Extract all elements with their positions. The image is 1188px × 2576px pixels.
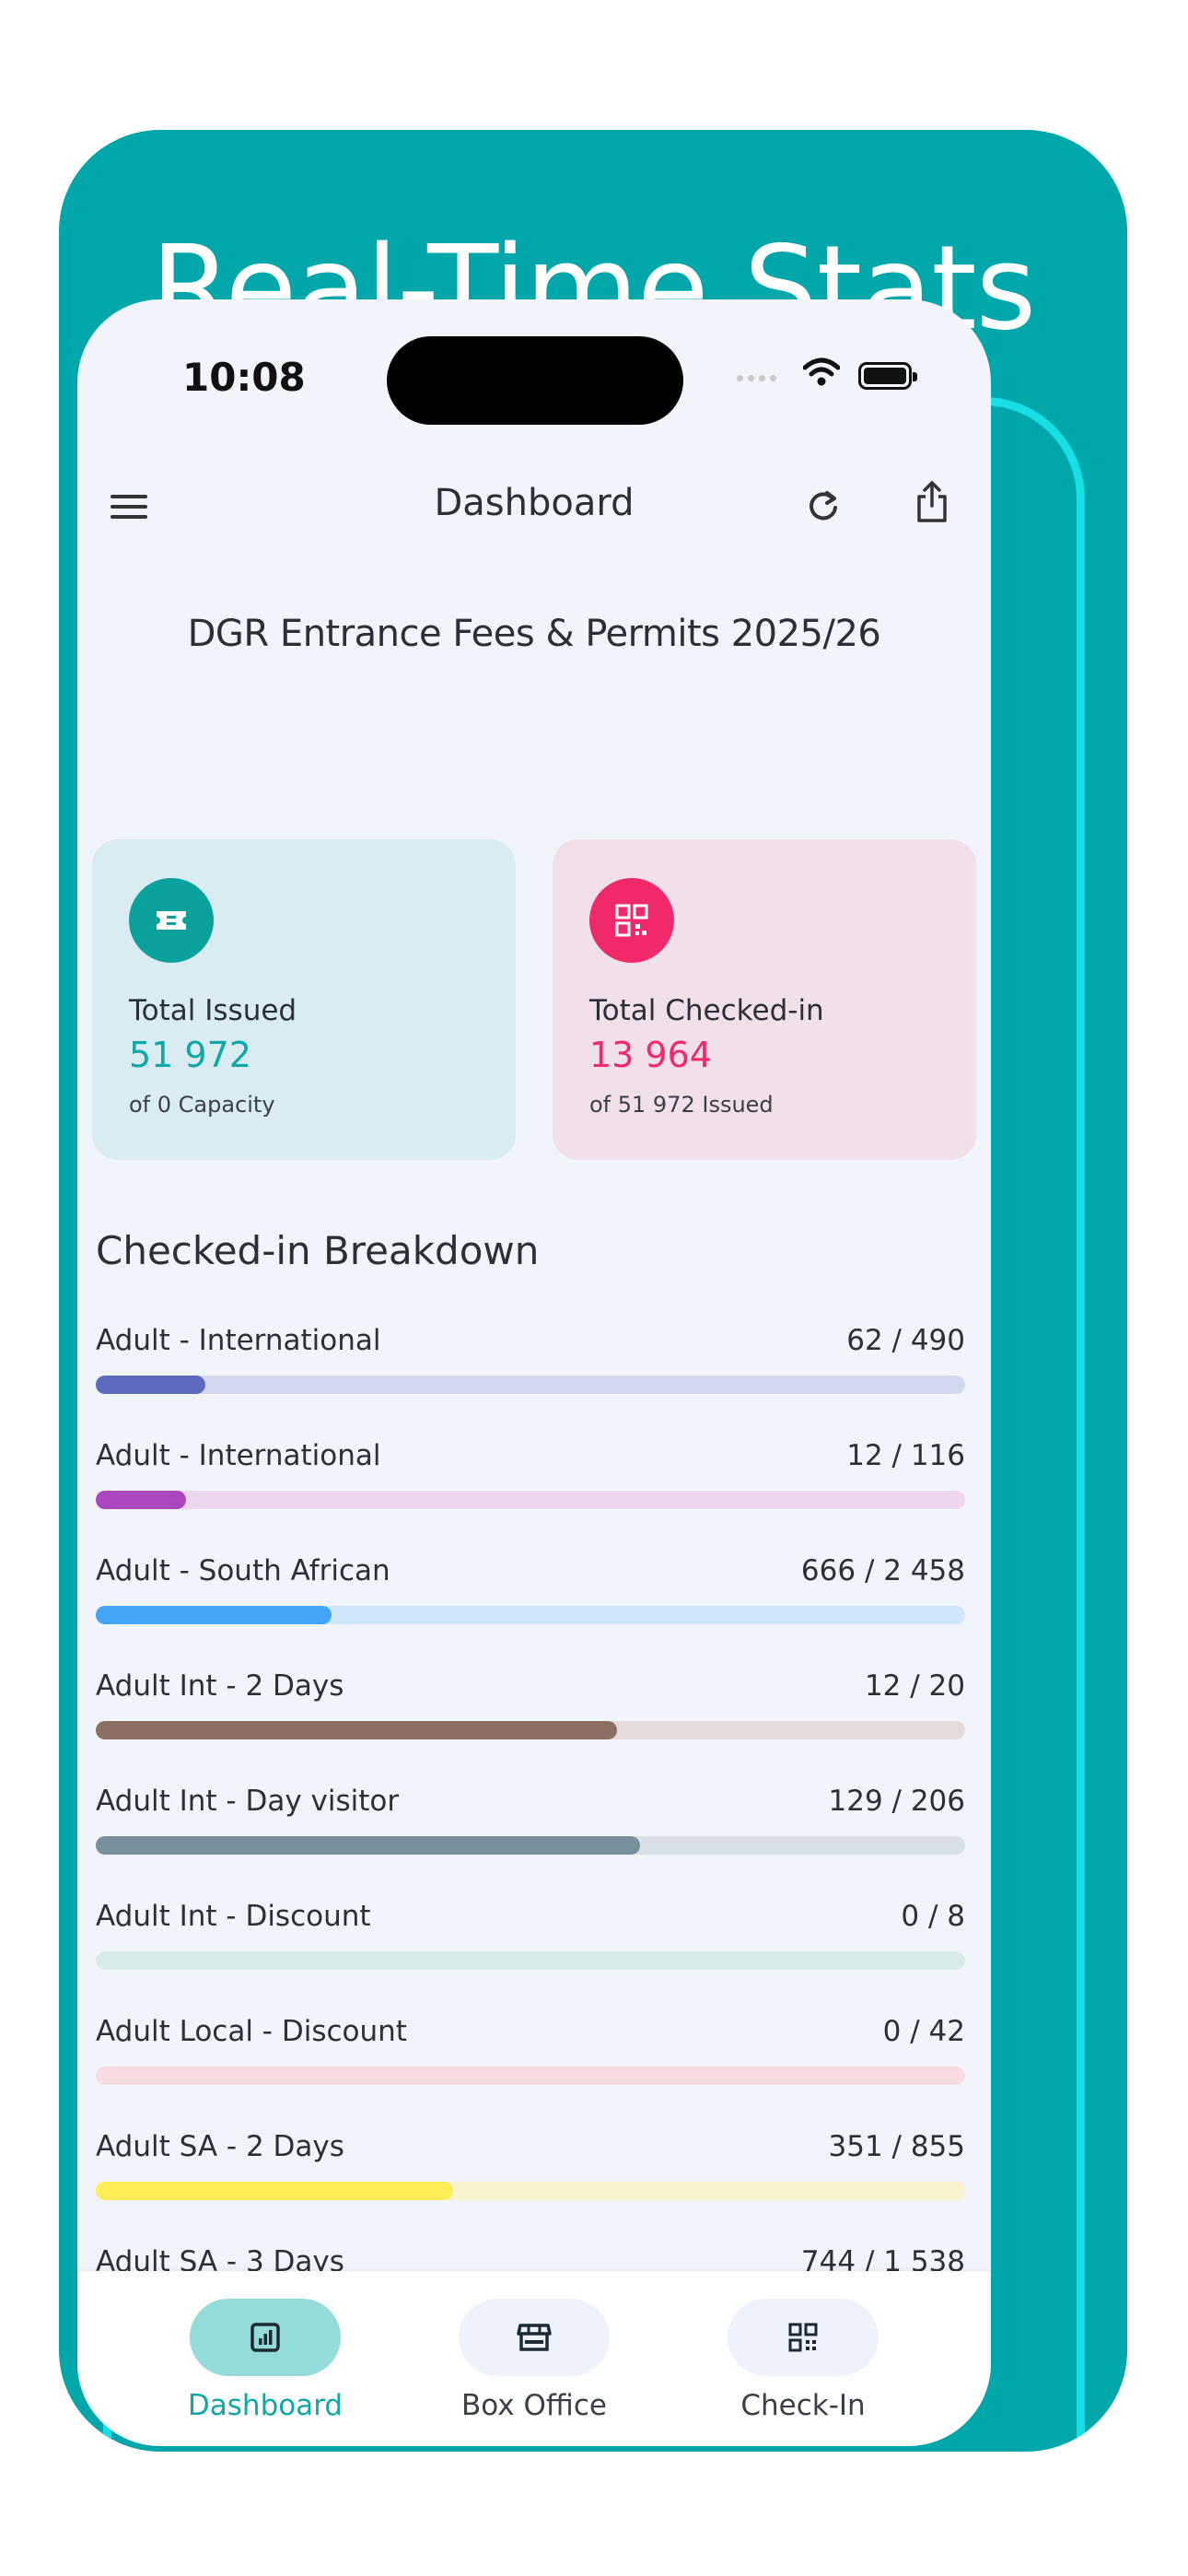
breakdown-row: Adult - International 12 / 116 <box>96 1439 965 1554</box>
battery-icon <box>858 362 917 390</box>
ticket-count: 351 / 855 <box>828 2130 966 2163</box>
ticket-count: 666 / 2 458 <box>800 1554 965 1587</box>
breakdown-row: Adult SA - 2 Days 351 / 855 <box>96 2130 965 2245</box>
breakdown-title: Checked-in Breakdown <box>96 1228 540 1273</box>
stat-value: 13 964 <box>589 1035 712 1075</box>
ticket-type-label: Adult Int - Day visitor <box>96 1785 400 1818</box>
progress-fill <box>96 1491 186 1509</box>
ticket-type-label: Adult - International <box>96 1324 381 1357</box>
progress-fill <box>96 1606 332 1624</box>
hamburger-menu-icon[interactable] <box>111 495 147 522</box>
stat-subtext: of 51 972 Issued <box>589 1092 774 1118</box>
ticket-type-label: Adult - South African <box>96 1554 390 1587</box>
nav-pill[interactable] <box>728 2299 879 2376</box>
ticket-type-label: Adult - International <box>96 1439 381 1472</box>
breakdown-row: Adult Int - 2 Days 12 / 20 <box>96 1669 965 1785</box>
breakdown-row: Adult Int - Discount 0 / 8 <box>96 1900 965 2015</box>
nav-label: Check-In <box>740 2389 866 2422</box>
ticket-type-label: Adult SA - 2 Days <box>96 2130 344 2163</box>
breakdown-row: Adult - International 62 / 490 <box>96 1324 965 1439</box>
nav-label: Box Office <box>461 2389 607 2422</box>
ticket-count: 12 / 116 <box>846 1439 965 1472</box>
nav-tab-dashboard[interactable]: Dashboard <box>173 2299 357 2422</box>
status-time: 10:08 <box>182 355 306 400</box>
stat-label: Total Checked-in <box>589 994 824 1027</box>
ticket-count: 62 / 490 <box>846 1324 965 1357</box>
nav-tab-box-office[interactable]: Box Office <box>442 2299 626 2422</box>
ticket-type-label: Adult Int - 2 Days <box>96 1669 344 1703</box>
refresh-icon[interactable] <box>805 487 842 524</box>
stat-card-total-issued: Total Issued 51 972 of 0 Capacity <box>92 839 516 1160</box>
progress-fill <box>96 1836 641 1855</box>
breakdown-row: Adult Local - Discount 0 / 42 <box>96 2015 965 2130</box>
dashboard-icon <box>250 2323 280 2352</box>
ticket-icon <box>129 878 214 963</box>
progress-track <box>96 1606 965 1624</box>
progress-fill <box>96 1376 206 1394</box>
ticket-type-label: Adult Int - Discount <box>96 1900 371 1933</box>
page-title: Dashboard <box>434 482 635 524</box>
wifi-icon <box>803 357 840 386</box>
stat-card-total-checked-in: Total Checked-in 13 964 of 51 972 Issued <box>553 839 976 1160</box>
progress-track <box>96 2182 965 2200</box>
stat-value: 51 972 <box>129 1035 251 1075</box>
signal-icon <box>737 375 776 381</box>
progress-track <box>96 2067 965 2085</box>
event-title: DGR Entrance Fees & Permits 2025/26 <box>187 613 881 655</box>
progress-track <box>96 1836 965 1855</box>
nav-pill[interactable] <box>190 2299 341 2376</box>
progress-track <box>96 1376 965 1394</box>
nav-tab-check-in[interactable]: Check-In <box>711 2299 895 2422</box>
breakdown-row: Adult Int - Day visitor 129 / 206 <box>96 1785 965 1900</box>
ticket-count: 129 / 206 <box>828 1785 966 1818</box>
stat-label: Total Issued <box>129 994 297 1027</box>
qr-scan-icon <box>788 2323 818 2352</box>
nav-pill[interactable] <box>459 2299 610 2376</box>
stat-subtext: of 0 Capacity <box>129 1092 275 1118</box>
bottom-navigation: Dashboard Box Office <box>77 2271 991 2446</box>
breakdown-row: Adult - South African 666 / 2 458 <box>96 1554 965 1669</box>
qr-code-icon <box>589 878 674 963</box>
checked-in-breakdown-list: Adult - International 62 / 490 Adult - I… <box>96 1324 965 2360</box>
nav-label: Dashboard <box>187 2389 344 2422</box>
phone-screen: 10:08 Dashboard DGR Entrance Fees & Perm… <box>77 299 991 2446</box>
ticket-count: 0 / 42 <box>882 2015 965 2048</box>
progress-fill <box>96 1721 618 1739</box>
progress-track <box>96 1951 965 1970</box>
progress-track <box>96 1721 965 1739</box>
dynamic-island <box>387 336 683 425</box>
ticket-count: 12 / 20 <box>864 1669 965 1703</box>
progress-fill <box>96 2182 453 2200</box>
ticket-count: 0 / 8 <box>901 1900 965 1933</box>
share-icon[interactable] <box>914 480 950 524</box>
progress-track <box>96 1491 965 1509</box>
ticket-type-label: Adult Local - Discount <box>96 2015 407 2048</box>
store-icon <box>517 2324 552 2351</box>
